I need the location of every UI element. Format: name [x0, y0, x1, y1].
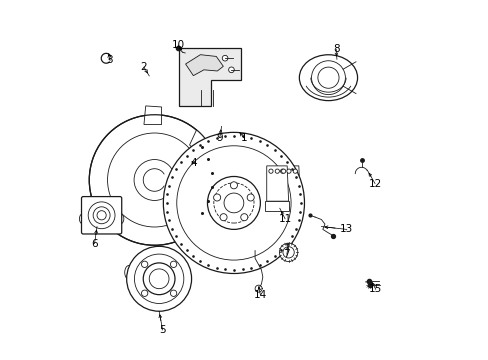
- Text: 13: 13: [340, 224, 353, 234]
- Circle shape: [134, 159, 175, 201]
- Polygon shape: [189, 130, 219, 222]
- Circle shape: [230, 182, 237, 189]
- Circle shape: [163, 132, 304, 274]
- Text: 2: 2: [141, 62, 147, 72]
- Text: 5: 5: [159, 325, 165, 335]
- Ellipse shape: [299, 55, 357, 100]
- Circle shape: [222, 55, 227, 61]
- Circle shape: [88, 202, 115, 229]
- Text: 8: 8: [332, 45, 339, 54]
- Ellipse shape: [116, 213, 123, 224]
- Circle shape: [279, 243, 297, 261]
- Circle shape: [213, 183, 253, 223]
- Circle shape: [143, 263, 175, 294]
- Circle shape: [286, 169, 290, 173]
- Circle shape: [293, 169, 297, 173]
- Polygon shape: [265, 201, 288, 211]
- Text: 15: 15: [368, 284, 382, 294]
- Circle shape: [246, 194, 254, 201]
- Text: 4: 4: [190, 158, 196, 168]
- Circle shape: [126, 246, 191, 311]
- Circle shape: [89, 115, 219, 245]
- FancyBboxPatch shape: [81, 197, 122, 234]
- Circle shape: [311, 61, 345, 95]
- Polygon shape: [276, 201, 300, 211]
- Circle shape: [317, 67, 338, 88]
- Polygon shape: [278, 166, 300, 201]
- Circle shape: [213, 194, 220, 201]
- Circle shape: [275, 169, 279, 173]
- Circle shape: [224, 193, 244, 213]
- Polygon shape: [179, 48, 241, 106]
- Text: 6: 6: [91, 239, 98, 248]
- Circle shape: [220, 214, 226, 221]
- Circle shape: [134, 254, 183, 303]
- Circle shape: [170, 261, 176, 267]
- Circle shape: [141, 261, 147, 267]
- Text: 11: 11: [278, 214, 291, 224]
- Circle shape: [149, 269, 169, 289]
- Polygon shape: [266, 166, 288, 201]
- Circle shape: [93, 207, 110, 224]
- Circle shape: [280, 169, 284, 173]
- Circle shape: [107, 133, 201, 227]
- Ellipse shape: [124, 265, 133, 279]
- Circle shape: [143, 169, 165, 191]
- Circle shape: [283, 247, 294, 258]
- Polygon shape: [143, 106, 161, 125]
- Text: 12: 12: [367, 179, 381, 189]
- Circle shape: [281, 169, 285, 173]
- Text: 9: 9: [216, 133, 223, 143]
- Text: 7: 7: [283, 249, 289, 259]
- Circle shape: [97, 211, 106, 220]
- Circle shape: [228, 67, 234, 73]
- Circle shape: [240, 214, 247, 221]
- Circle shape: [170, 290, 176, 296]
- Text: 14: 14: [253, 290, 266, 300]
- Circle shape: [207, 176, 260, 229]
- Text: 10: 10: [171, 40, 184, 50]
- Circle shape: [141, 290, 147, 296]
- Circle shape: [176, 146, 290, 260]
- Wedge shape: [154, 145, 223, 215]
- Circle shape: [268, 169, 272, 173]
- Text: 3: 3: [106, 55, 113, 65]
- Ellipse shape: [79, 213, 87, 224]
- Text: 1: 1: [241, 133, 247, 143]
- Polygon shape: [185, 55, 223, 76]
